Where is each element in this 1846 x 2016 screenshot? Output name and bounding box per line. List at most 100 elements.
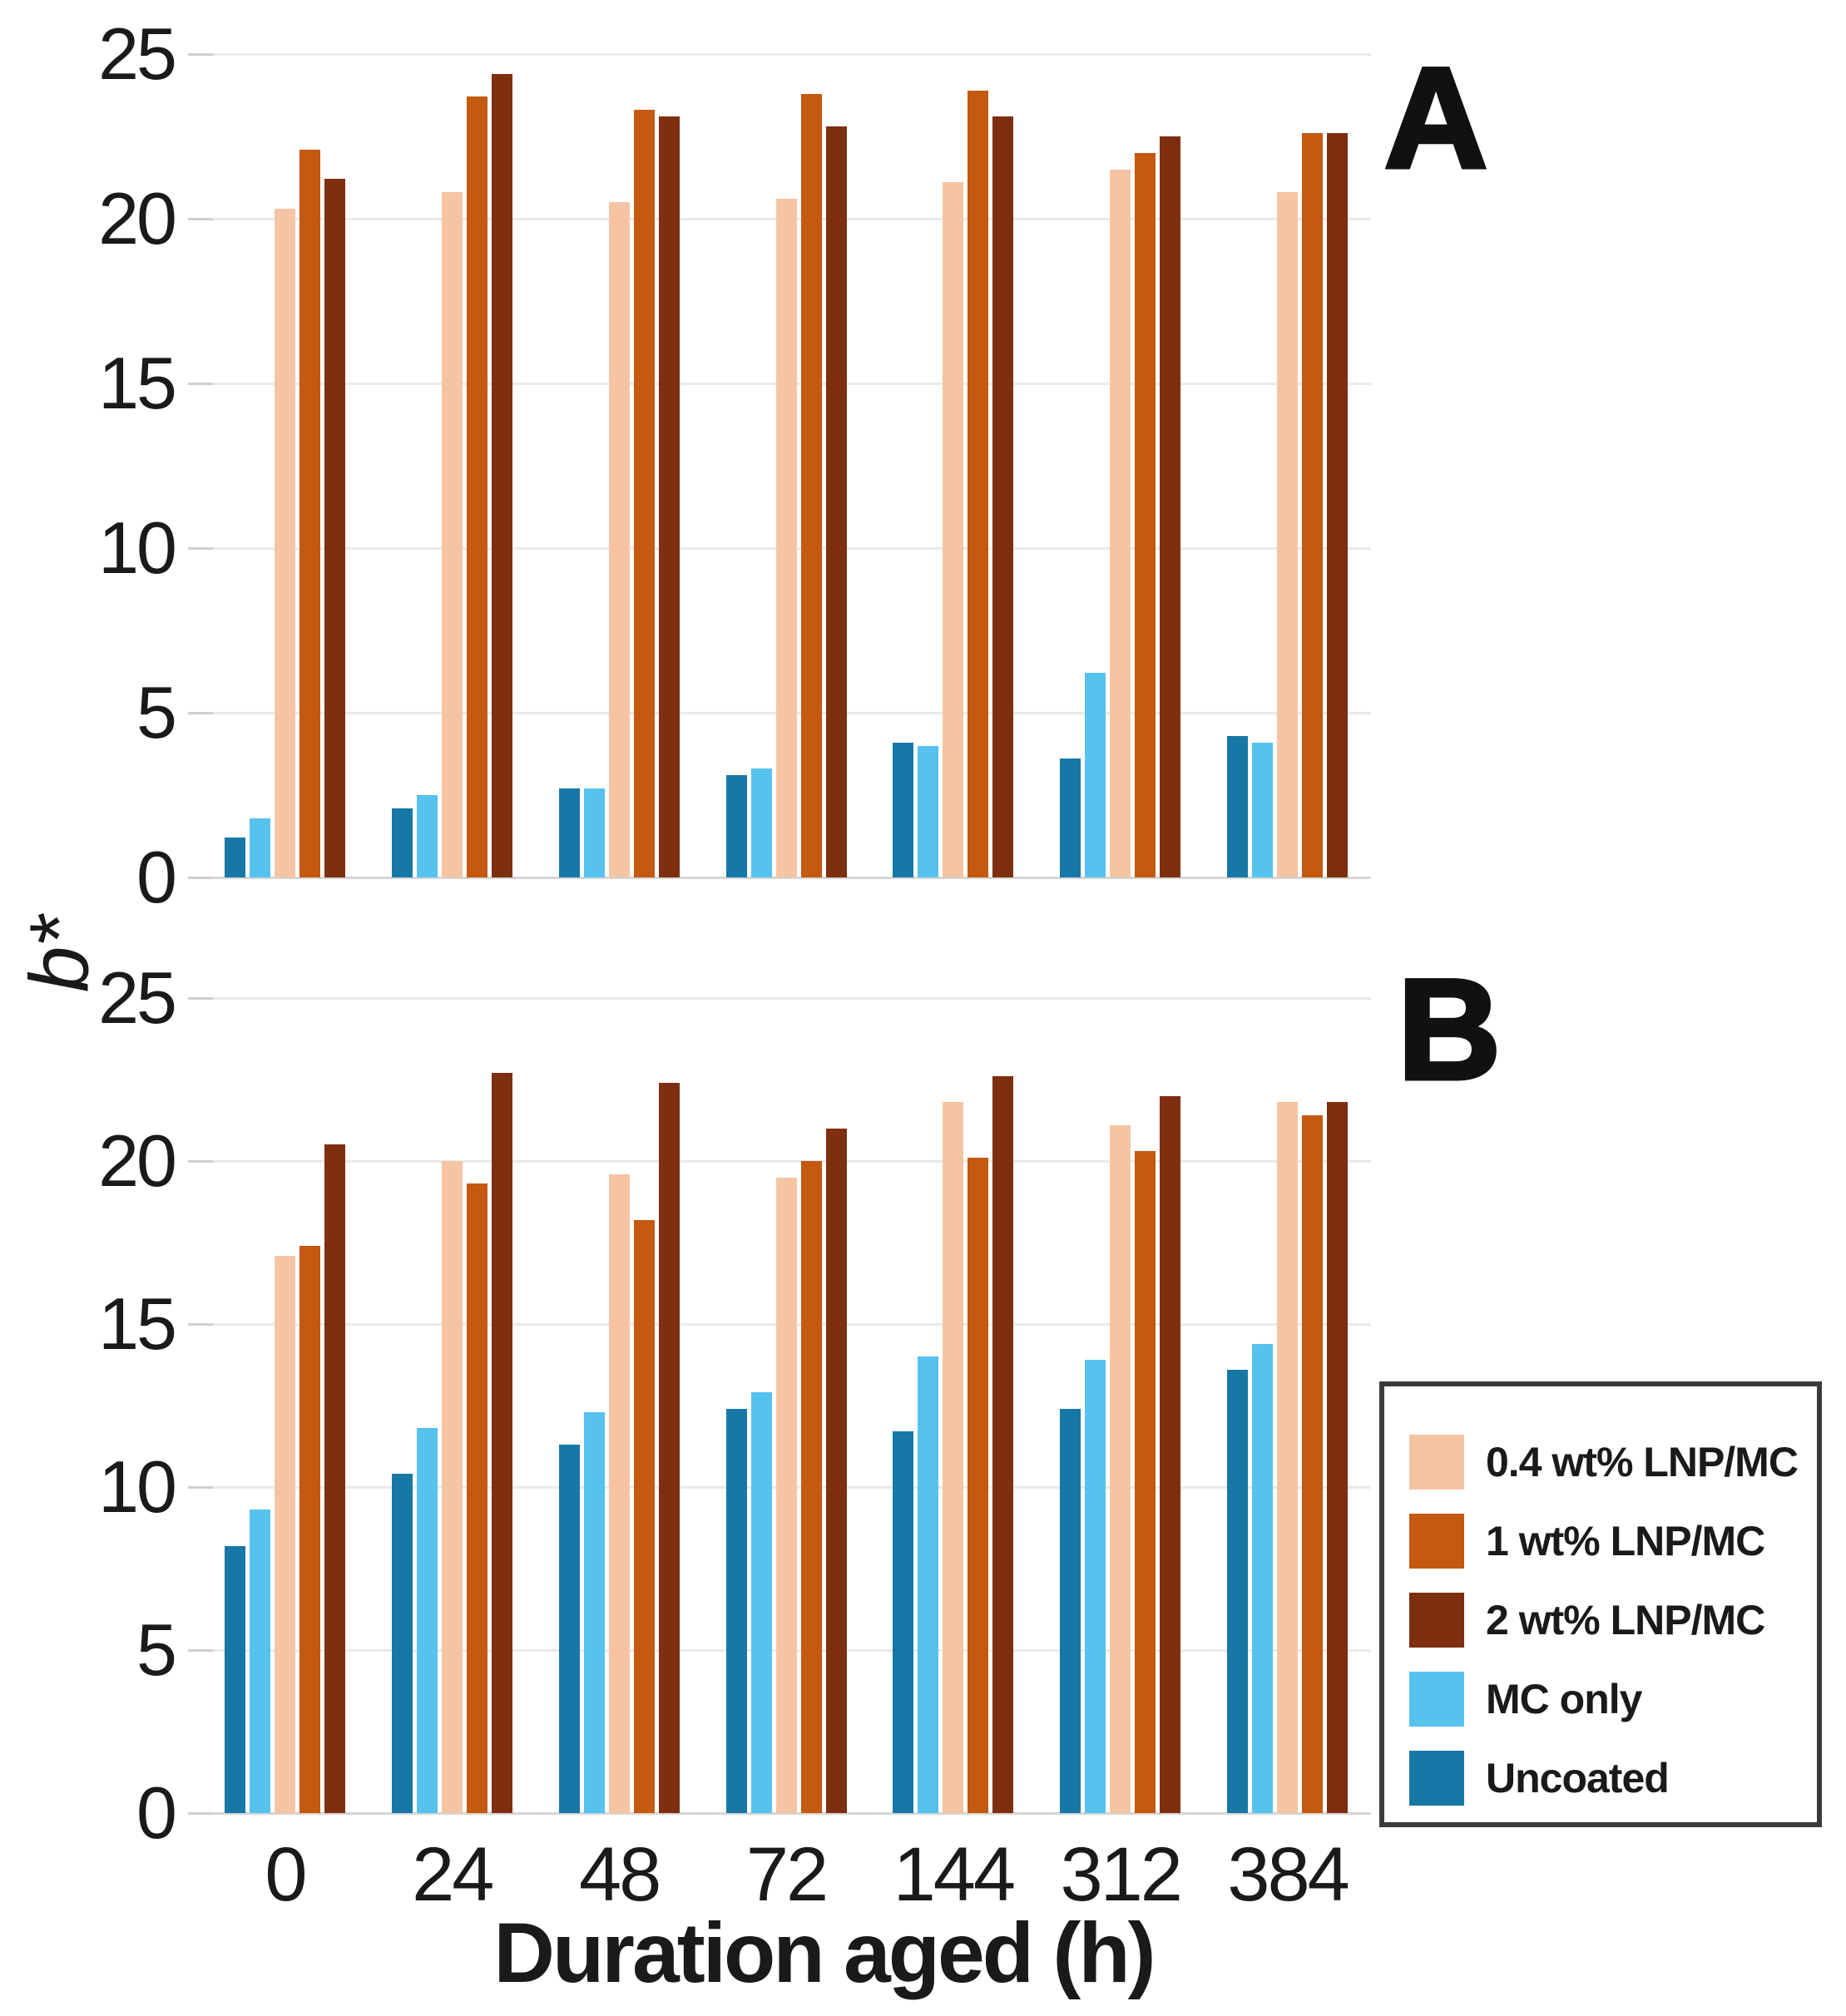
bar-0-4-wt-lnp-mc-312 [1110,169,1131,877]
bar-2-wt-lnp-mc-384 [1327,1102,1349,1813]
bar-uncoated-384 [1227,1369,1249,1813]
bar-1-wt-lnp-mc-24 [466,96,487,877]
bar-0-4-wt-lnp-mc-24 [441,1161,463,1813]
bar-mc-only-144 [918,1356,939,1813]
bar-2-wt-lnp-mc-312 [1160,1095,1181,1813]
y-tick-mark [188,1649,213,1652]
bar-2-wt-lnp-mc-48 [658,116,680,877]
x-tick-label: 0 [265,1832,307,1917]
gridline-B-0 [201,1812,1371,1815]
y-tick-mark [188,877,213,879]
y-tick-mark [188,53,213,56]
legend-swatch [1409,1672,1464,1727]
y-tick-mark [188,1160,213,1163]
y-tick-mark [188,1486,213,1489]
y-tick-mark [188,712,213,714]
legend-label: 0.4 wt% LNP/MC [1486,1439,1799,1485]
bar-2-wt-lnp-mc-144 [992,1076,1014,1813]
bar-uncoated-24 [391,808,413,877]
bar-2-wt-lnp-mc-24 [491,1073,512,1813]
bar-1-wt-lnp-mc-72 [800,1161,822,1813]
bar-0-4-wt-lnp-mc-72 [775,199,797,877]
bar-uncoated-312 [1060,1408,1081,1813]
gridline-B-20 [201,1160,1371,1163]
bar-mc-only-24 [416,795,438,877]
y-tick-label: 10 [98,1445,177,1528]
bar-uncoated-0 [224,1545,245,1813]
gridline-A-25 [201,53,1371,56]
gridline-A-0 [201,877,1371,879]
bar-0-4-wt-lnp-mc-48 [608,1174,630,1813]
x-tick-label: 24 [412,1832,494,1917]
bar-1-wt-lnp-mc-24 [466,1183,487,1813]
bar-mc-only-312 [1085,1360,1106,1813]
x-tick-label: 72 [745,1832,829,1917]
bar-mc-only-0 [249,818,270,877]
bar-0-4-wt-lnp-mc-144 [943,1102,964,1813]
bar-1-wt-lnp-mc-312 [1135,1151,1156,1813]
bar-1-wt-lnp-mc-48 [633,1219,655,1813]
y-tick-label: 20 [98,177,177,259]
bar-0-4-wt-lnp-mc-72 [775,1177,797,1813]
bar-uncoated-0 [224,838,245,877]
bar-mc-only-384 [1252,742,1274,877]
y-tick-label: 5 [136,671,177,754]
bar-0-4-wt-lnp-mc-384 [1277,192,1299,877]
x-axis-title: Duration aged (h) [493,1905,1156,2000]
bar-1-wt-lnp-mc-144 [968,90,989,877]
legend-item: 1 wt% LNP/MC [1409,1514,1809,1569]
bar-0-4-wt-lnp-mc-312 [1110,1124,1131,1813]
bar-uncoated-144 [893,742,914,877]
y-tick-label: 25 [98,956,177,1039]
bar-0-4-wt-lnp-mc-0 [274,1255,295,1813]
bar-uncoated-144 [893,1431,914,1813]
y-tick-label: 10 [98,506,177,589]
legend-item: MC only [1409,1672,1809,1727]
panel-b-label: B [1395,948,1502,1112]
x-tick-label: 144 [893,1832,1017,1917]
bar-mc-only-144 [918,745,939,877]
bar-uncoated-72 [725,1408,747,1813]
bar-0-4-wt-lnp-mc-0 [274,209,295,877]
bar-mc-only-24 [416,1428,438,1813]
x-tick-label: 312 [1060,1832,1183,1917]
legend-item: 2 wt% LNP/MC [1409,1593,1809,1648]
bar-1-wt-lnp-mc-384 [1302,1115,1324,1813]
bar-1-wt-lnp-mc-144 [968,1158,989,1813]
y-tick-label: 5 [136,1608,177,1691]
bar-2-wt-lnp-mc-72 [825,126,847,877]
legend-swatch [1409,1435,1464,1490]
y-tick-mark [188,1812,213,1815]
bar-uncoated-48 [558,1445,580,1813]
bar-2-wt-lnp-mc-0 [324,1144,345,1813]
legend-label: MC only [1486,1676,1642,1722]
bar-1-wt-lnp-mc-72 [800,93,822,877]
y-tick-mark [188,997,213,1000]
bar-uncoated-384 [1227,735,1249,877]
bar-mc-only-48 [583,1411,605,1813]
bar-mc-only-72 [750,768,772,877]
bar-2-wt-lnp-mc-312 [1160,136,1181,877]
bar-0-4-wt-lnp-mc-48 [608,202,630,877]
y-tick-label: 20 [98,1119,177,1202]
gridline-B-25 [201,997,1371,1000]
bar-1-wt-lnp-mc-312 [1135,152,1156,877]
bar-0-4-wt-lnp-mc-24 [441,192,463,877]
legend-label: Uncoated [1486,1755,1670,1801]
legend-label: 2 wt% LNP/MC [1486,1597,1765,1643]
bar-1-wt-lnp-mc-48 [633,110,655,877]
bar-uncoated-72 [725,775,747,877]
x-tick-label: 384 [1227,1832,1350,1917]
panel-a-label: A [1382,37,1489,200]
bar-2-wt-lnp-mc-0 [324,179,345,877]
y-tick-mark [188,383,213,385]
legend-item: Uncoated [1409,1751,1809,1806]
y-tick-mark [188,218,213,220]
bar-mc-only-384 [1252,1343,1274,1813]
bar-1-wt-lnp-mc-384 [1302,133,1324,877]
legend-swatch [1409,1751,1464,1806]
y-tick-label: 15 [98,342,177,424]
bar-mc-only-48 [583,788,605,877]
x-tick-label: 48 [578,1832,661,1917]
